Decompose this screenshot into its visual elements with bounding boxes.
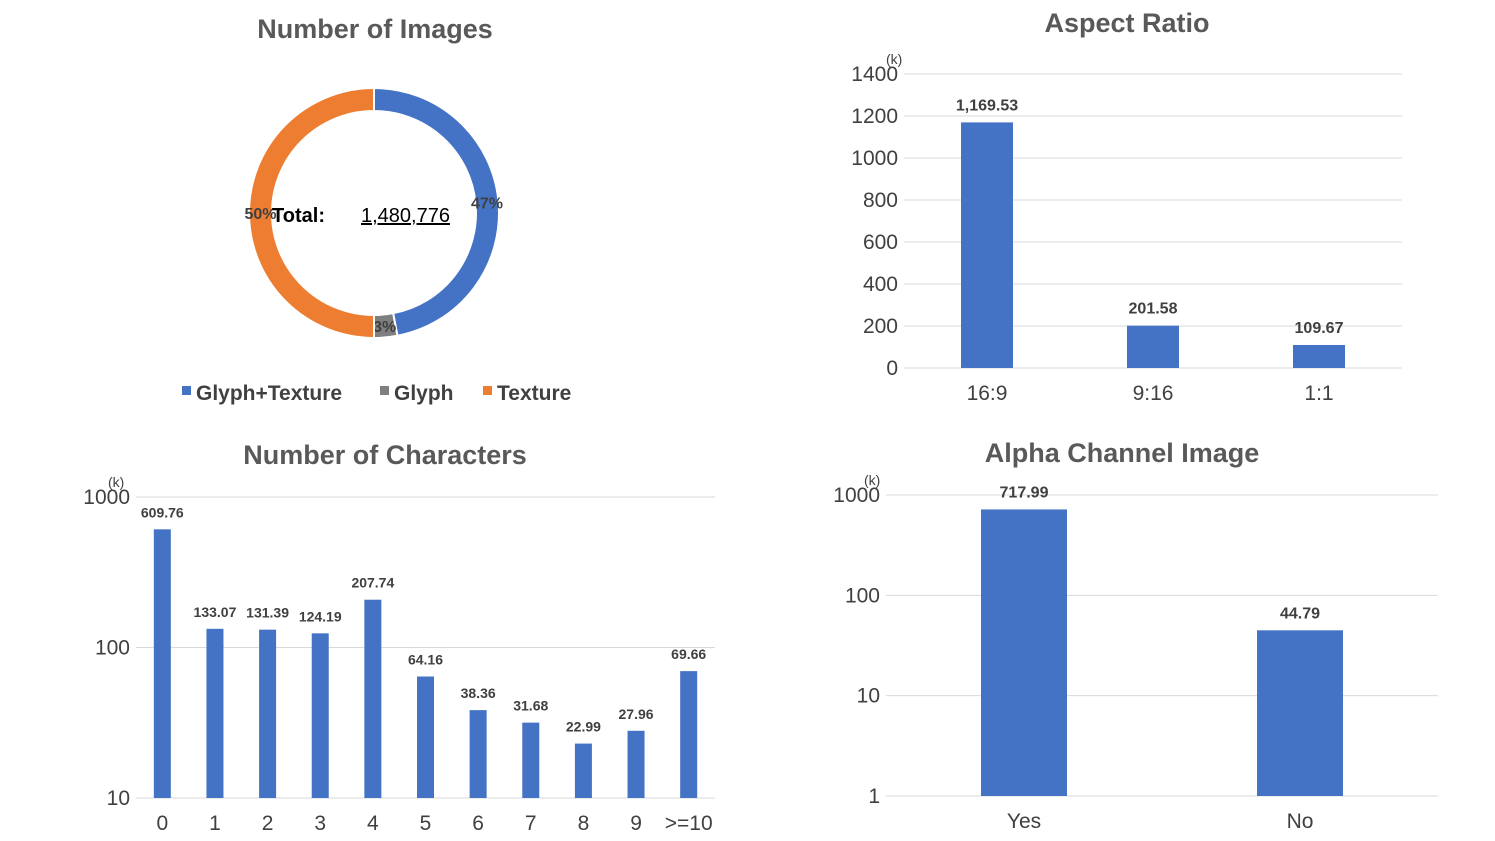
x-tick-label: 1:1 <box>1304 382 1333 405</box>
data-label: 133.07 <box>194 604 237 620</box>
x-tick-label: 5 <box>420 812 432 835</box>
data-label: 44.79 <box>1280 605 1320 622</box>
data-label: 109.67 <box>1295 320 1344 337</box>
chart-title: Alpha Channel Image <box>985 438 1260 468</box>
data-label: 64.16 <box>408 652 443 668</box>
data-label: 201.58 <box>1129 301 1178 318</box>
legend-swatch <box>483 386 492 395</box>
x-tick-label: 9:16 <box>1133 382 1174 405</box>
y-unit-label: (k) <box>864 472 880 488</box>
bar-3 <box>311 633 329 798</box>
y-tick-label: 1000 <box>851 147 898 170</box>
bar-chart-aspect-ratio: Aspect Ratio 0 200 400 600 800 1000 1200 1400(k… <box>851 8 1402 405</box>
bar-9 <box>627 730 645 798</box>
y-tick-label: 10 <box>107 787 130 810</box>
legend-swatch <box>380 386 389 395</box>
donut-slice-label: 47% <box>471 195 503 212</box>
donut-slice-label: 50% <box>244 206 276 223</box>
y-tick-label: 10 <box>857 685 880 708</box>
bar-0 <box>153 529 171 798</box>
bar-16:9 <box>961 122 1013 368</box>
y-tick-label: 1 <box>868 785 880 808</box>
bar-9:16 <box>1127 325 1179 368</box>
data-label: 1,169.53 <box>956 97 1018 114</box>
bar-1:1 <box>1293 344 1345 368</box>
chart-title: Number of Images <box>257 14 493 44</box>
donut-slice-label: 3% <box>373 319 396 336</box>
data-label: 38.36 <box>461 685 496 701</box>
x-tick-label: 16:9 <box>967 382 1008 405</box>
y-tick-label: 100 <box>845 584 880 607</box>
bar-8 <box>574 743 592 798</box>
x-tick-label: 1 <box>209 812 221 835</box>
bar-6 <box>469 710 487 798</box>
bar-1 <box>206 628 224 798</box>
legend-swatch <box>182 386 191 395</box>
legend-entry: Texture <box>497 382 571 405</box>
data-label: 31.68 <box>513 698 548 714</box>
y-tick-label: 600 <box>863 231 898 254</box>
x-tick-label: 9 <box>630 812 642 835</box>
bar-5 <box>417 676 434 798</box>
donut-chart-number-of-images: Number of Images 47% 3% 50% Total: 1,480,7… <box>182 14 571 405</box>
y-tick-label: 1200 <box>851 105 898 128</box>
data-label: 69.66 <box>671 646 706 662</box>
y-tick-label: 100 <box>95 637 130 660</box>
y-tick-label: 200 <box>863 315 898 338</box>
y-tick-label: 0 <box>886 357 898 380</box>
x-tick-label: 2 <box>262 812 274 835</box>
legend-entry: Glyph+Texture <box>196 382 342 405</box>
x-tick-label: Yes <box>1007 810 1041 833</box>
data-label: 717.99 <box>1000 484 1049 501</box>
donut-center-label: Total: <box>272 205 325 227</box>
x-tick-label: 6 <box>472 812 484 835</box>
y-tick-label: 1000 <box>833 484 880 507</box>
data-label: 22.99 <box>566 719 601 735</box>
chart-title: Aspect Ratio <box>1044 8 1209 38</box>
y-tick-label: 400 <box>863 273 898 296</box>
bar-Yes <box>981 509 1067 796</box>
data-label: 207.74 <box>351 575 394 591</box>
bar-chart-number-of-characters: Number of Characters 10 100 1000(k) 609.76 0… <box>83 440 715 835</box>
x-tick-label: 0 <box>156 812 168 835</box>
x-tick-label: No <box>1287 810 1314 833</box>
x-tick-label: 7 <box>525 812 537 835</box>
x-tick-label: >=10 <box>665 812 713 835</box>
y-unit-label: (k) <box>886 51 902 67</box>
bar-7 <box>522 722 540 798</box>
x-tick-label: 8 <box>578 812 590 835</box>
legend-entry: Glyph <box>394 382 454 405</box>
donut-center-value: 1,480,776 <box>361 205 450 227</box>
chart-title: Number of Characters <box>243 440 527 470</box>
x-tick-label: 4 <box>367 812 379 835</box>
donut-slice-texture <box>248 86 375 340</box>
y-tick-label: 1400 <box>851 63 898 86</box>
bar-No <box>1257 630 1343 796</box>
bar->=10 <box>680 671 698 798</box>
x-tick-label: 3 <box>314 812 326 835</box>
data-label: 27.96 <box>619 706 654 722</box>
bar-4 <box>364 599 382 798</box>
bar-2 <box>259 629 277 798</box>
data-label: 131.39 <box>246 605 289 621</box>
bar-chart-alpha-channel-image: Alpha Channel Image 1 10 100 1000(k) 717.99 Y… <box>833 438 1438 833</box>
y-tick-label: 1000 <box>83 486 130 509</box>
y-unit-label: (k) <box>108 474 124 490</box>
data-label: 124.19 <box>299 608 342 624</box>
y-tick-label: 800 <box>863 189 898 212</box>
data-label: 609.76 <box>141 504 184 520</box>
